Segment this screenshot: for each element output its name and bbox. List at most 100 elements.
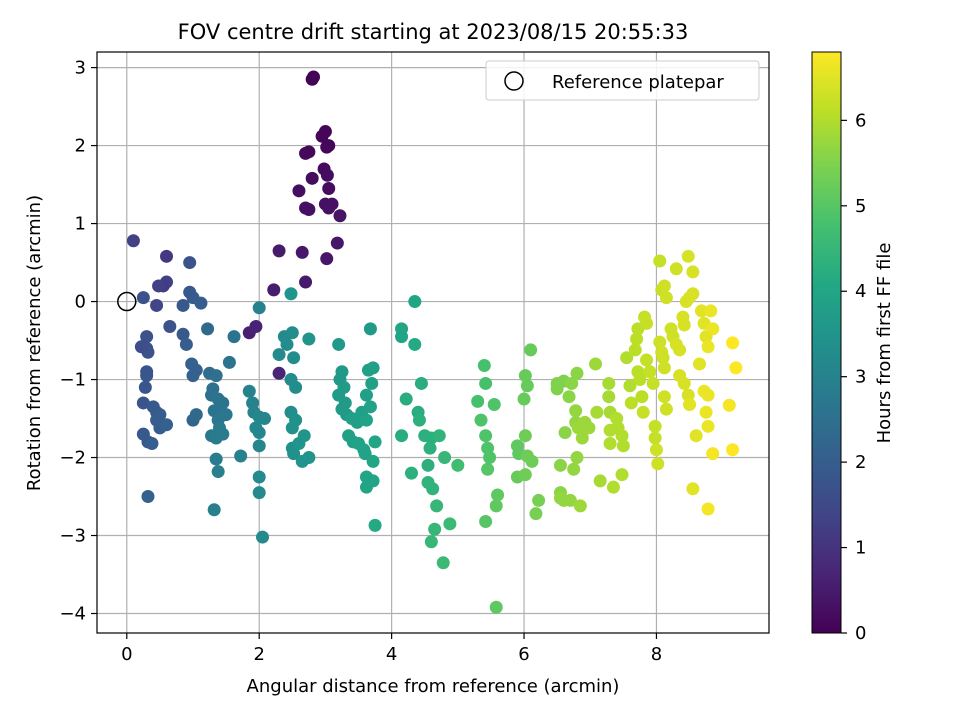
data-point: [602, 390, 616, 404]
data-point: [558, 426, 572, 440]
data-point: [320, 252, 334, 266]
data-point: [138, 380, 152, 394]
data-point: [701, 340, 715, 354]
data-point: [365, 376, 379, 390]
data-point: [179, 337, 193, 351]
y-tick-label: 0: [75, 292, 86, 313]
colorbar-tick-label: 4: [855, 281, 866, 302]
x-axis-label: Angular distance from reference (arcmin): [247, 676, 620, 697]
data-point: [518, 468, 532, 482]
data-point: [562, 390, 576, 404]
data-point: [176, 298, 190, 312]
data-point: [242, 384, 256, 398]
data-point: [481, 462, 495, 476]
data-point: [194, 296, 208, 310]
data-point: [428, 522, 442, 536]
data-point: [532, 493, 546, 507]
data-point: [258, 412, 272, 426]
data-point: [332, 337, 346, 351]
y-tick-label: 1: [75, 214, 86, 235]
colorbar-tick-label: 2: [855, 452, 866, 473]
data-point: [624, 396, 638, 410]
colorbar: 0 1 2 3 4 5 6 Hours from first FF file: [811, 51, 895, 644]
colorbar-tick-label: 6: [855, 110, 866, 131]
data-point: [126, 234, 140, 248]
data-point: [252, 301, 266, 315]
data-point: [517, 392, 531, 406]
data-point: [582, 421, 596, 435]
data-point: [289, 380, 303, 394]
data-point: [136, 396, 150, 410]
data-point: [487, 397, 501, 411]
data-point: [302, 332, 316, 346]
data-point: [272, 244, 286, 258]
data-point: [606, 480, 620, 494]
chart-title: FOV centre drift starting at 2023/08/15 …: [178, 20, 689, 44]
data-point: [176, 327, 190, 341]
x-tick-label: 4: [386, 644, 397, 665]
data-point: [686, 265, 700, 279]
x-tick-label: 8: [651, 644, 662, 665]
data-point: [366, 361, 380, 375]
reference-platepar-marker: [117, 291, 137, 312]
legend-marker-icon: [504, 71, 524, 91]
data-point: [570, 451, 584, 465]
data-point: [302, 451, 316, 465]
data-point: [656, 351, 670, 365]
data-point: [657, 390, 671, 404]
data-point: [565, 376, 579, 390]
points-layer: [126, 70, 743, 614]
data-point: [320, 168, 334, 182]
y-tick-label: −3: [59, 526, 86, 547]
data-point: [529, 507, 543, 521]
data-point: [489, 600, 503, 614]
data-point: [648, 419, 662, 433]
data-point: [318, 125, 332, 139]
data-point: [395, 330, 409, 344]
data-point: [272, 366, 286, 380]
data-point: [471, 394, 485, 408]
data-point: [183, 285, 197, 299]
legend-label: Reference platepar: [552, 72, 724, 93]
data-point: [249, 320, 263, 334]
y-axis-label: Rotation from reference (arcmin): [24, 195, 45, 491]
data-point: [649, 443, 663, 457]
data-point: [704, 304, 718, 318]
data-point: [677, 376, 691, 390]
data-point: [518, 369, 532, 383]
data-point: [483, 451, 497, 465]
data-point: [575, 431, 589, 445]
data-point: [330, 236, 344, 250]
data-point: [432, 429, 446, 443]
data-point: [593, 474, 607, 488]
data-point: [297, 429, 311, 443]
colorbar-tick-label: 5: [855, 196, 866, 217]
colorbar-ticks: 0 1 2 3 4 5 6: [841, 110, 866, 644]
data-point: [395, 429, 409, 443]
data-point: [363, 400, 377, 414]
data-point: [615, 468, 629, 482]
data-point: [366, 454, 380, 468]
colorbar-tick-label: 3: [855, 367, 866, 388]
data-point: [134, 340, 148, 354]
x-tick-label: 2: [253, 644, 264, 665]
data-point: [653, 335, 667, 349]
data-point: [306, 70, 320, 84]
colorbar-gradient: [811, 51, 842, 634]
x-ticks: 0 2 4 6 8: [121, 633, 662, 665]
data-point: [603, 436, 617, 450]
data-point: [701, 388, 715, 402]
data-point: [163, 320, 177, 334]
data-point: [358, 447, 372, 461]
data-point: [651, 457, 665, 471]
data-point: [408, 337, 422, 351]
data-point: [563, 493, 577, 507]
y-tick-label: −4: [59, 604, 86, 625]
data-point: [677, 318, 691, 332]
data-point: [474, 413, 488, 427]
data-point: [643, 365, 657, 379]
data-point: [212, 421, 226, 435]
y-ticks: −4 −3 −2 −1 0 1 2 3: [59, 58, 97, 625]
data-point: [726, 443, 740, 457]
data-point: [615, 429, 629, 443]
